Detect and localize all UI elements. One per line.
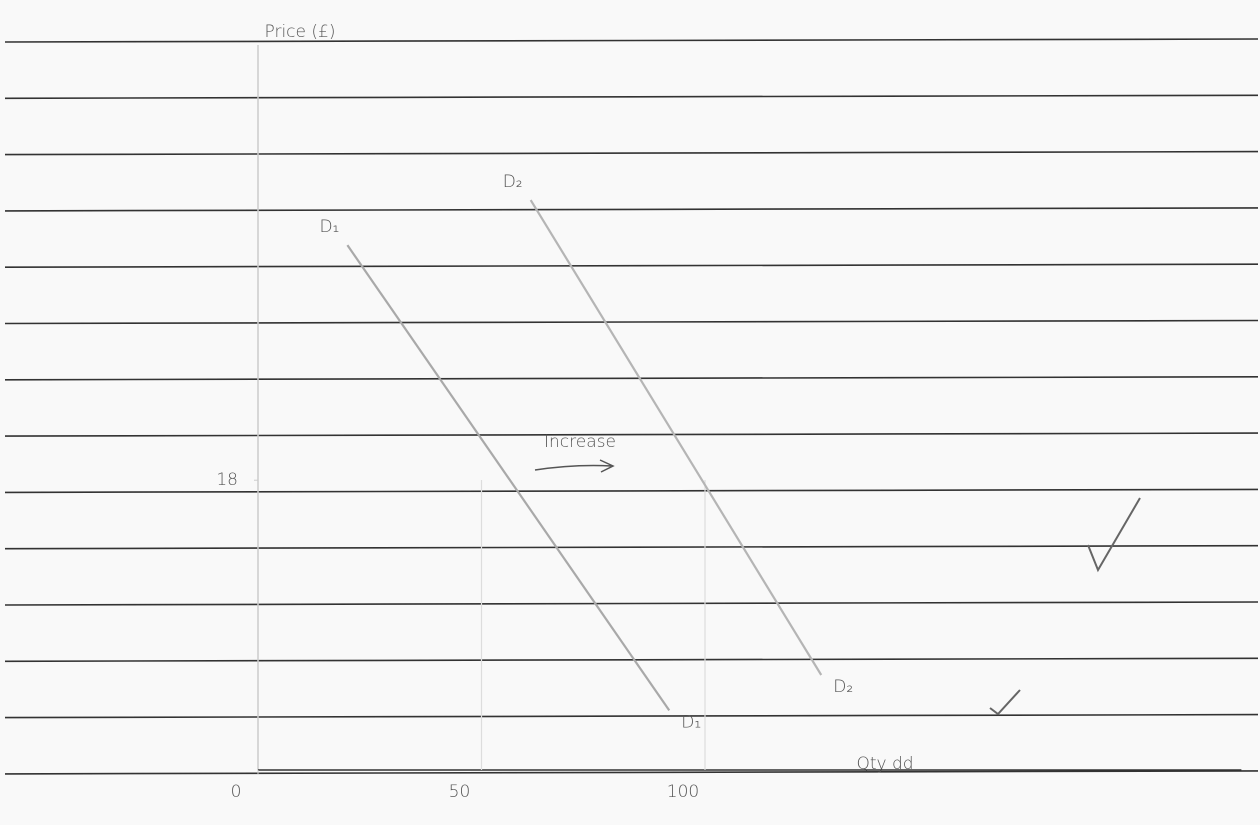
check-mark — [989, 689, 1021, 716]
x-tick-label: 100 — [667, 782, 699, 802]
y-tick-label: 18 — [216, 470, 238, 490]
x-tick-label: 50 — [449, 782, 471, 802]
ruled-line — [4, 94, 1259, 100]
ruled-line — [4, 544, 1259, 550]
ruled-line — [4, 770, 1259, 775]
ruled-lines — [4, 38, 1259, 775]
ruled-line — [4, 488, 1259, 494]
y-axis-label: Price (£) — [265, 22, 336, 42]
ruled-line — [4, 375, 1259, 381]
ruled-line — [4, 657, 1259, 663]
curve-label: D₂ — [833, 677, 853, 697]
curve-label: D₂ — [503, 172, 523, 192]
curve-label: D₁ — [681, 712, 701, 732]
ruled-line — [4, 38, 1259, 43]
ruled-line — [4, 263, 1259, 269]
ruled-line — [4, 432, 1259, 437]
x-axis-label: Qty dd — [856, 754, 913, 774]
ruled-line — [4, 207, 1259, 212]
ruled-line — [4, 150, 1259, 156]
ruled-line — [4, 713, 1259, 719]
demand-curve — [529, 199, 823, 676]
ruled-line — [4, 601, 1259, 606]
check-mark — [1087, 497, 1141, 573]
curve-label: D₁ — [319, 217, 339, 237]
annotation-arrow — [534, 459, 615, 473]
annotation: Increase — [544, 432, 616, 452]
x-tick-label: 0 — [231, 782, 242, 802]
ruled-line — [4, 319, 1259, 325]
demand-curve — [346, 244, 671, 712]
